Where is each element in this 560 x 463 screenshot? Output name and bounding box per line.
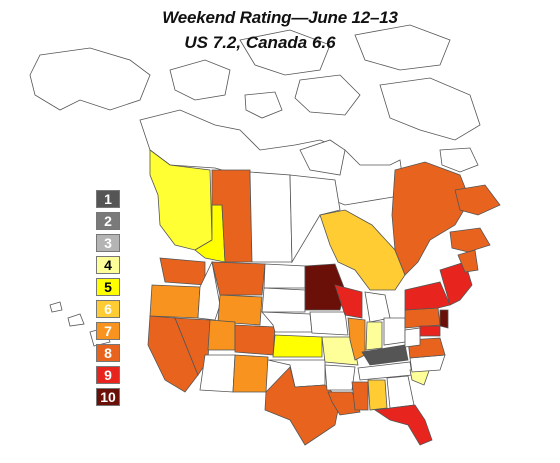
legend-swatch-8: 8 [96,344,120,362]
state-pennsylvania [404,307,441,329]
state-louisiana [327,391,361,416]
state-idaho [197,260,221,321]
arctic-islands [29,24,481,173]
state-nebraska [261,311,313,333]
state-wyoming [217,294,263,326]
state-indiana [365,321,383,351]
state-iowa [309,311,349,336]
region-ontario [319,209,406,291]
state-kansas [272,334,323,358]
state-west-virginia [404,327,421,348]
legend-swatch-9: 9 [96,366,120,384]
state-ohio [383,317,406,346]
region-nunavut-plain [289,174,341,264]
state-arkansas [324,364,356,391]
state-oregon [149,284,201,319]
region-yukon-bc [149,149,213,251]
state-georgia [386,375,415,409]
state-wisconsin [334,284,363,319]
state-colorado [234,324,276,356]
legend-swatch-5: 5 [96,278,120,296]
region-newfoundland [454,184,501,216]
region-quebec [391,161,471,276]
state-utah [207,319,236,351]
state-illinois [347,317,366,361]
legend-swatch-4: 4 [96,256,120,274]
legend-swatch-1: 1 [96,190,120,208]
state-maryland [419,325,441,337]
state-north-dakota [263,263,306,289]
map-title: Weekend Rating—June 12–13 [162,8,398,27]
state-new-england [439,261,473,306]
state-montana [211,261,266,296]
legend-swatch-10: 10 [96,388,120,406]
state-mississippi [351,381,369,411]
state-missouri [321,336,359,366]
state-alabama [367,379,388,411]
state-michigan [364,291,391,323]
state-kentucky [361,344,409,366]
state-washington [159,257,206,286]
us-states [147,249,479,446]
map-subtitle: US 7.2, Canada 6.6 [184,33,336,52]
state-maine [457,249,479,273]
state-florida [373,404,433,446]
state-new-york [404,281,451,311]
state-new-mexico [232,354,269,393]
state-south-dakota [261,287,306,313]
legend-swatch-6: 6 [96,300,120,318]
region-saskatchewan [211,169,253,263]
state-new-jersey [439,309,449,329]
state-arizona [199,354,236,393]
region-manitoba [249,171,293,263]
legend-swatch-2: 2 [96,212,120,230]
canada-provinces [149,149,501,291]
legend-swatch-7: 7 [96,322,120,340]
region-maritimes [449,227,491,253]
state-texas [264,366,341,446]
legend-swatch-3: 3 [96,234,120,252]
